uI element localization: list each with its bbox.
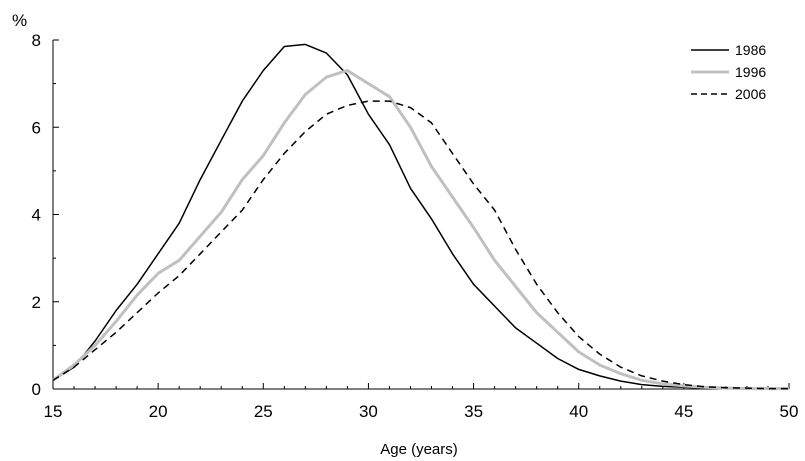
series-line-2006 (52, 100, 789, 390)
x-tick-label: 50 (780, 402, 799, 421)
legend: 1986 1996 2006 (691, 42, 766, 102)
x-tick-label: 30 (359, 402, 378, 421)
y-tick-label: 0 (32, 380, 41, 399)
x-tick-label: 20 (149, 402, 168, 421)
legend-label-1986: 1986 (735, 42, 766, 58)
y-axis-title: % (12, 11, 27, 30)
y-axis: % 0 2 4 6 8 (12, 11, 59, 399)
x-tick-label: 45 (674, 402, 693, 421)
legend-label-2006: 2006 (735, 86, 766, 102)
series-group (52, 43, 789, 391)
x-tick-label: 25 (254, 402, 273, 421)
y-tick-label: 4 (32, 206, 41, 225)
x-axis: Age (years) 15 20 25 30 35 40 45 50 (44, 383, 799, 458)
series-line-1996 (52, 69, 789, 391)
legend-label-1996: 1996 (735, 64, 766, 80)
x-tick-label: 35 (464, 402, 483, 421)
y-tick-label: 2 (32, 293, 41, 312)
x-tick-label: 40 (569, 402, 588, 421)
y-tick-label: 6 (32, 118, 41, 137)
x-tick-label: 15 (44, 402, 63, 421)
x-axis-title: Age (years) (380, 441, 458, 458)
y-tick-label: 8 (32, 31, 41, 50)
series-line-1986 (52, 43, 789, 390)
